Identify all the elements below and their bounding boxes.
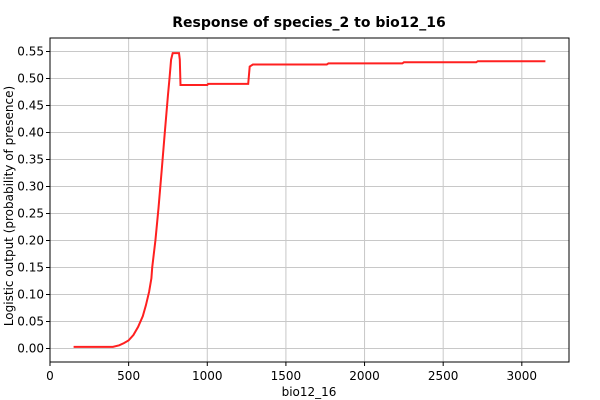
x-tick-label: 0 [46,369,54,383]
x-tick-label: 2500 [428,369,459,383]
y-tick-label: 0.00 [17,342,44,356]
y-tick-label: 0.40 [17,126,44,140]
y-axis-label: Logistic output (probability of presence… [2,86,16,326]
x-axis: 0 500 1000 1500 2000 2500 3000 [46,362,537,383]
y-tick-label: 0.30 [17,180,44,194]
y-tick-label: 0.35 [17,153,44,167]
x-tick-label: 1500 [271,369,302,383]
chart-title: Response of species_2 to bio12_16 [172,15,445,31]
gridlines [49,38,569,362]
y-tick-label: 0.55 [17,45,44,59]
x-tick-label: 3000 [507,369,538,383]
x-tick-label: 2000 [349,369,380,383]
y-tick-label: 0.05 [17,315,44,329]
x-tick-label: 1000 [192,369,223,383]
y-tick-label: 0.25 [17,207,44,221]
x-tick-label: 500 [117,369,140,383]
y-axis: 0.00 0.05 0.10 0.15 0.20 0.25 0.30 0.35 0.40 0.45… [17,45,50,356]
y-tick-label: 0.15 [17,261,44,275]
series-line [73,52,546,348]
y-tick-label: 0.10 [17,288,44,302]
y-tick-label: 0.50 [17,72,44,86]
y-tick-label: 0.20 [17,234,44,248]
plot-area-border [49,37,570,363]
y-tick-label: 0.45 [17,99,44,113]
x-axis-label: bio12_16 [282,385,337,399]
